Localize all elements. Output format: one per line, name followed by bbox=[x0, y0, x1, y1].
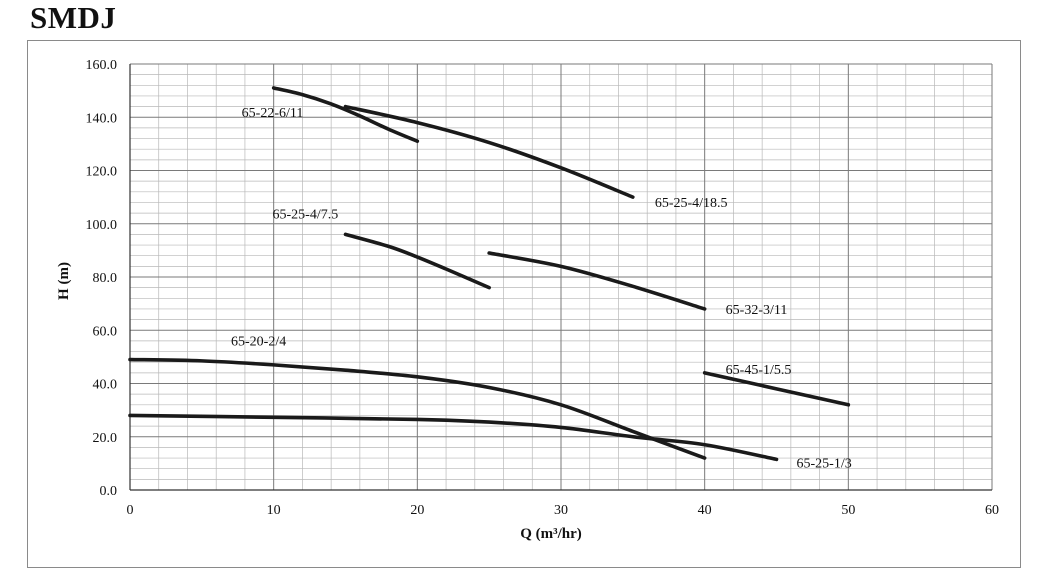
series-label: 65-25-4/18.5 bbox=[655, 196, 728, 211]
x-tick-label: 20 bbox=[410, 503, 424, 518]
y-tick-label: 0.0 bbox=[100, 484, 118, 499]
series-label: 65-32-3/11 bbox=[726, 303, 788, 318]
y-tick-label: 40.0 bbox=[93, 378, 118, 393]
series-line-5 bbox=[128, 357, 707, 460]
series-line-2 bbox=[343, 104, 635, 199]
y-tick-label: 60.0 bbox=[93, 324, 118, 339]
y-tick-label: 120.0 bbox=[86, 165, 118, 180]
x-tick-label: 60 bbox=[985, 503, 999, 518]
y-tick-label: 100.0 bbox=[86, 218, 118, 233]
series-label: 65-45-1/5.5 bbox=[726, 363, 792, 378]
y-tick-label: 80.0 bbox=[93, 271, 118, 286]
series-label: 65-20-2/4 bbox=[231, 335, 286, 350]
page-title: SMDJ bbox=[30, 0, 117, 35]
x-tick-label: 0 bbox=[127, 503, 134, 518]
x-tick-label: 30 bbox=[554, 503, 568, 518]
chart-frame bbox=[27, 40, 1021, 568]
x-axis-title: Q (m³/hr) bbox=[520, 526, 582, 542]
x-tick-label: 10 bbox=[267, 503, 281, 518]
y-tick-label: 20.0 bbox=[93, 431, 118, 446]
y-axis-title: H (m) bbox=[56, 262, 72, 300]
y-tick-label: 140.0 bbox=[86, 111, 118, 126]
series-label: 65-22-6/11 bbox=[242, 106, 304, 121]
series-line-6 bbox=[702, 371, 851, 407]
x-tick-label: 50 bbox=[841, 503, 855, 518]
series-line-1 bbox=[271, 86, 420, 144]
series-line-4 bbox=[487, 251, 707, 311]
series-line-7 bbox=[128, 413, 779, 462]
series-label: 65-25-4/7.5 bbox=[273, 207, 339, 222]
series-line-3 bbox=[343, 232, 491, 290]
x-tick-label: 40 bbox=[698, 503, 712, 518]
y-tick-label: 160.0 bbox=[86, 58, 118, 73]
series-label: 65-25-1/3 bbox=[797, 456, 852, 471]
